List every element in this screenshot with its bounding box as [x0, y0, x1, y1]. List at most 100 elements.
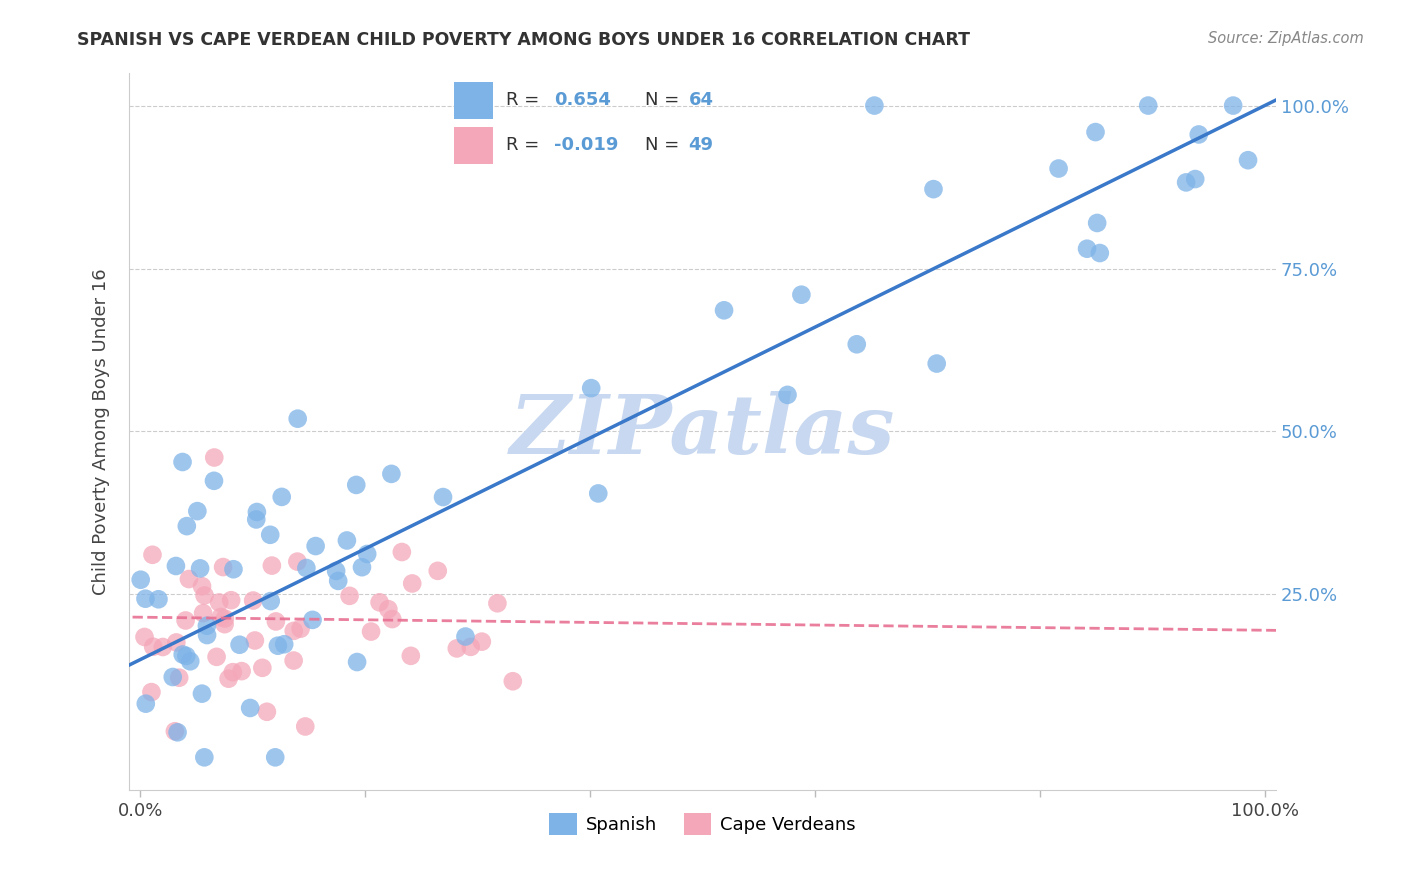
Point	[344, 478, 367, 492]
Point	[264, 750, 287, 764]
Point	[142, 640, 165, 654]
Point	[134, 591, 156, 606]
Point	[202, 450, 225, 465]
Point	[301, 613, 323, 627]
Point	[1076, 242, 1098, 256]
Point	[163, 724, 186, 739]
Text: -0.019: -0.019	[554, 136, 619, 154]
Point	[260, 558, 283, 573]
Point	[1188, 128, 1211, 142]
Point	[179, 654, 201, 668]
Point	[202, 474, 225, 488]
Point	[165, 559, 187, 574]
Point	[776, 388, 799, 402]
Point	[167, 671, 190, 685]
Point	[471, 634, 494, 648]
Point	[399, 648, 422, 663]
Point	[152, 640, 174, 654]
Point	[231, 664, 253, 678]
Point	[432, 490, 454, 504]
Text: 49: 49	[689, 136, 713, 154]
Point	[267, 639, 290, 653]
Point	[134, 630, 156, 644]
Point	[502, 674, 524, 689]
Point	[212, 560, 235, 574]
Point	[222, 562, 245, 576]
Point	[148, 592, 170, 607]
Point	[176, 648, 198, 663]
Point	[222, 665, 245, 680]
Point	[336, 533, 359, 548]
Point	[165, 635, 187, 649]
Point	[287, 411, 309, 425]
Point	[193, 589, 215, 603]
Point	[239, 701, 262, 715]
Y-axis label: Child Poverty Among Boys Under 16: Child Poverty Among Boys Under 16	[93, 268, 110, 595]
Point	[1085, 216, 1108, 230]
Point	[218, 672, 240, 686]
Point	[1237, 153, 1260, 168]
Point	[325, 564, 347, 578]
Point	[270, 490, 292, 504]
Point	[177, 572, 200, 586]
Point	[486, 596, 509, 610]
Point	[1222, 98, 1244, 112]
Point	[208, 595, 231, 609]
Point	[1088, 246, 1111, 260]
Point	[290, 622, 312, 636]
Point	[339, 589, 361, 603]
Point	[242, 593, 264, 607]
Point	[579, 381, 602, 395]
Point	[295, 561, 318, 575]
Legend: Spanish, Cape Verdeans: Spanish, Cape Verdeans	[550, 813, 856, 835]
Point	[259, 528, 281, 542]
Point	[304, 539, 326, 553]
Point	[381, 612, 404, 626]
Text: Source: ZipAtlas.com: Source: ZipAtlas.com	[1208, 31, 1364, 46]
Text: N =: N =	[645, 91, 686, 109]
Point	[446, 641, 468, 656]
Point	[243, 633, 266, 648]
Point	[166, 725, 188, 739]
Point	[401, 576, 423, 591]
Point	[1184, 172, 1206, 186]
Point	[205, 649, 228, 664]
Point	[162, 670, 184, 684]
Point	[360, 624, 382, 639]
Point	[188, 561, 211, 575]
Point	[294, 719, 316, 733]
Point	[460, 640, 482, 654]
Point	[426, 564, 449, 578]
Text: N =: N =	[645, 136, 686, 154]
Point	[391, 545, 413, 559]
Point	[172, 455, 194, 469]
FancyBboxPatch shape	[454, 127, 494, 163]
Point	[260, 594, 283, 608]
Point	[925, 357, 948, 371]
Point	[790, 287, 813, 301]
Point	[863, 98, 886, 112]
Text: ZIPatlas: ZIPatlas	[510, 392, 896, 472]
Point	[377, 602, 399, 616]
Text: 64: 64	[689, 91, 713, 109]
Point	[209, 610, 232, 624]
Point	[141, 685, 163, 699]
Point	[283, 654, 305, 668]
Point	[346, 655, 368, 669]
Point	[273, 637, 295, 651]
Point	[186, 504, 208, 518]
Point	[174, 614, 197, 628]
Point	[191, 687, 214, 701]
Point	[228, 638, 250, 652]
Point	[195, 628, 218, 642]
Point	[264, 615, 287, 629]
Text: 0.654: 0.654	[554, 91, 612, 109]
Point	[246, 505, 269, 519]
Point	[1047, 161, 1070, 176]
Point	[172, 648, 194, 662]
Point	[380, 467, 402, 481]
Point	[191, 606, 214, 620]
Point	[193, 750, 215, 764]
Point	[454, 630, 477, 644]
Point	[283, 624, 305, 638]
